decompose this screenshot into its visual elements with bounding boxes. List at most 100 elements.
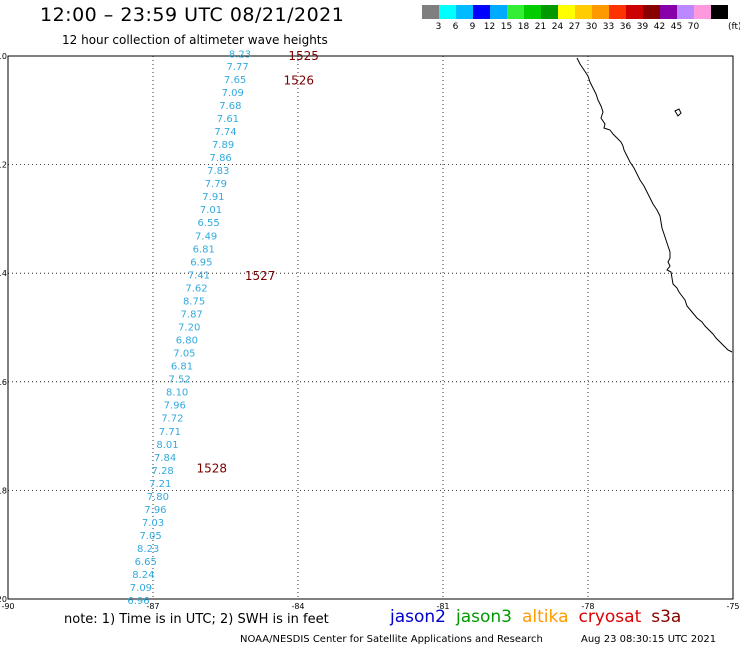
wave-height-value: 6.96 <box>127 596 149 607</box>
color-swatch <box>660 5 677 19</box>
wave-height-value: 8.10 <box>166 388 188 399</box>
map-frame <box>7 55 734 600</box>
lon-tick-label: -90 <box>1 602 14 611</box>
color-swatch <box>490 5 507 19</box>
color-swatch <box>592 5 609 19</box>
wave-height-value: 6.55 <box>197 218 219 229</box>
color-swatch <box>711 5 728 19</box>
wave-height-value: 7.21 <box>149 479 171 490</box>
wave-height-value: 8.24 <box>132 570 154 581</box>
credit-text: NOAA/NESDIS Center for Satellite Applica… <box>240 634 543 645</box>
wave-height-value: 7.03 <box>142 518 164 529</box>
color-swatch <box>575 5 592 19</box>
color-legend-label: 27 <box>568 22 581 32</box>
note-text: note: 1) Time is in UTC; 2) SWH is in fe… <box>64 612 329 627</box>
color-legend-label: 12 <box>483 22 496 32</box>
lat-tick-label: -10 <box>0 52 7 61</box>
pass-number-label: 1527 <box>245 269 276 283</box>
wave-height-value: 7.71 <box>159 427 181 438</box>
wave-height-value: 7.80 <box>147 492 169 503</box>
wave-height-value: 7.68 <box>219 101 241 112</box>
lon-tick-label: -87 <box>146 602 159 611</box>
lon-tick-label: -78 <box>581 602 594 611</box>
wave-height-value: 6.80 <box>176 336 198 347</box>
wave-height-value: 7.05 <box>173 349 195 360</box>
island <box>674 108 682 117</box>
color-legend-label: 18 <box>517 22 530 32</box>
wave-height-value: 7.09 <box>222 88 244 99</box>
color-swatch <box>524 5 541 19</box>
color-legend-label: 36 <box>619 22 632 32</box>
color-swatch <box>643 5 660 19</box>
wave-height-value: 7.96 <box>164 401 186 412</box>
color-swatch <box>558 5 575 19</box>
color-legend-label: 33 <box>602 22 615 32</box>
map-title: 12:00 – 23:59 UTC 08/21/2021 <box>40 4 345 26</box>
color-legend-label: 9 <box>469 22 476 32</box>
color-swatch <box>473 5 490 19</box>
lat-tick-label: -20 <box>0 595 7 604</box>
wave-height-value: 8.23 <box>229 49 251 60</box>
wave-height-value: 6.81 <box>171 362 193 373</box>
lat-lon-grid <box>8 56 733 599</box>
wave-height-value: 7.84 <box>154 453 176 464</box>
lon-tick-label: -84 <box>291 602 304 611</box>
wave-height-value: 7.49 <box>195 231 217 242</box>
pass-number-label: 1526 <box>284 73 315 87</box>
wave-height-value: 7.72 <box>161 414 183 425</box>
satellite-legend-item: jason3 <box>456 607 512 627</box>
wave-height-value: 7.89 <box>212 140 234 151</box>
color-legend-label: 24 <box>551 22 564 32</box>
lat-tick-label: -14 <box>0 269 7 278</box>
wave-height-value: 7.96 <box>144 505 166 516</box>
coastline <box>576 57 733 353</box>
color-swatch <box>677 5 694 19</box>
color-legend-label: 30 <box>585 22 598 32</box>
color-swatch <box>456 5 473 19</box>
wave-height-value: 7.61 <box>217 114 239 125</box>
color-legend-unit: (ft) <box>728 22 740 32</box>
color-legend-label: 15 <box>500 22 513 32</box>
satellite-legend-item: altika <box>522 607 569 627</box>
satellite-legend: jason2 jason3 altika cryosat s3a <box>390 607 691 627</box>
color-swatch <box>609 5 626 19</box>
pass-number-label: 1528 <box>197 462 228 476</box>
color-swatch <box>694 5 711 19</box>
wave-height-value: 7.83 <box>207 166 229 177</box>
color-legend-label: 70 <box>687 22 700 32</box>
pass-number-label: 1525 <box>288 49 319 63</box>
wave-height-value: 7.20 <box>178 323 200 334</box>
satellite-legend-item: jason2 <box>390 607 446 627</box>
wave-height-value: 7.09 <box>130 583 152 594</box>
color-swatch <box>422 5 439 19</box>
wave-height-value: 6.65 <box>135 557 157 568</box>
wave-height-value: 7.65 <box>224 75 246 86</box>
wave-height-value: 6.81 <box>193 244 215 255</box>
wave-height-value: 7.62 <box>185 283 207 294</box>
color-swatch <box>507 5 524 19</box>
color-legend-label: 39 <box>636 22 649 32</box>
lat-tick-label: -18 <box>0 486 7 495</box>
wave-height-value: 7.87 <box>181 309 203 320</box>
color-swatch <box>439 5 456 19</box>
lon-tick-label: -81 <box>436 602 449 611</box>
lat-tick-label: -16 <box>0 378 7 387</box>
wave-height-value: 8.23 <box>137 544 159 555</box>
lon-tick-label: -75 <box>726 602 739 611</box>
wave-height-value: 7.01 <box>200 205 222 216</box>
wave-height-value: 8.75 <box>183 296 205 307</box>
timestamp-text: Aug 23 08:30:15 UTC 2021 <box>581 634 717 645</box>
wave-height-value: 7.28 <box>152 466 174 477</box>
color-legend-label: 45 <box>670 22 683 32</box>
wave-height-value: 7.41 <box>188 270 210 281</box>
color-legend-label: 3 <box>435 22 442 32</box>
wave-height-value: 6.95 <box>190 257 212 268</box>
satellite-legend-item: cryosat <box>578 607 642 627</box>
wave-height-value: 7.86 <box>210 153 232 164</box>
lat-tick-label: -12 <box>0 161 7 170</box>
wave-height-value: 7.79 <box>205 179 227 190</box>
wave-height-value: 7.77 <box>226 62 248 73</box>
wave-height-value: 7.05 <box>139 531 161 542</box>
color-legend-label: 21 <box>534 22 547 32</box>
